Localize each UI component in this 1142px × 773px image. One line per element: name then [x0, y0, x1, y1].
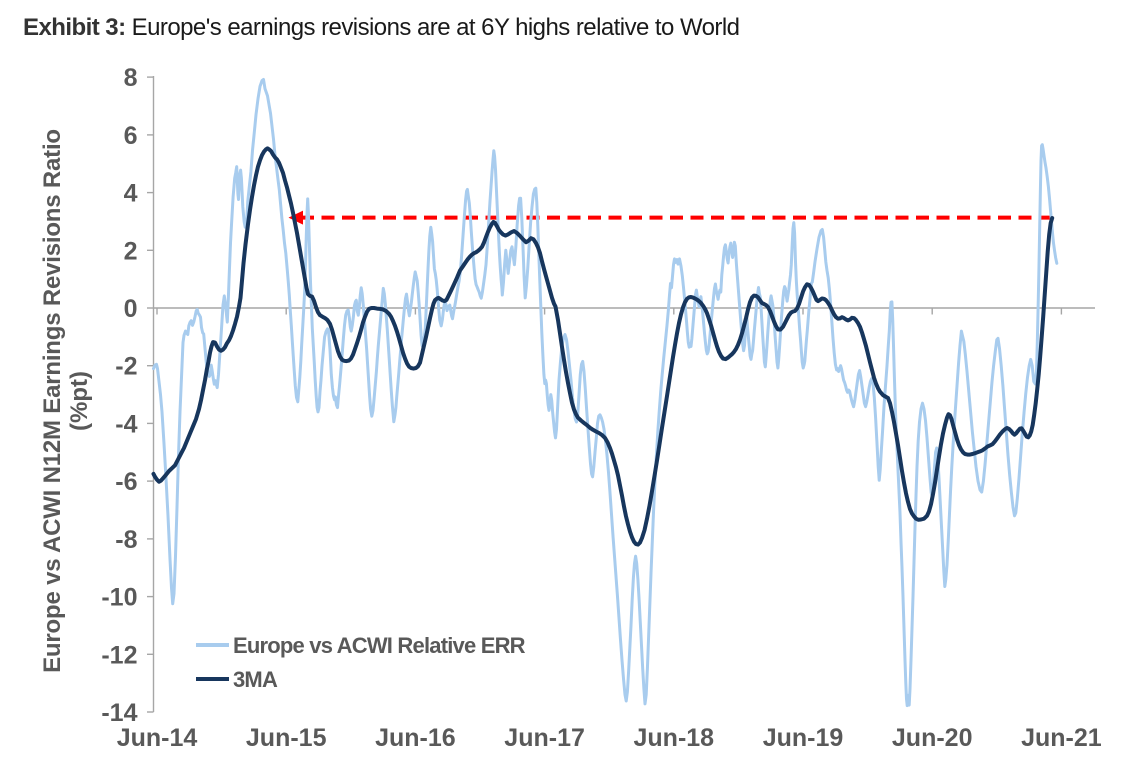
svg-text:Exhibit 3: Europe's earnings: Exhibit 3: Europe's earnings revisions a…	[23, 14, 739, 41]
svg-text:(%pt): (%pt)	[66, 371, 93, 431]
svg-text:Europe vs ACWI N12M Earnings R: Europe vs ACWI N12M Earnings Revisions R…	[39, 129, 66, 673]
svg-text:8: 8	[124, 64, 138, 92]
svg-text:-12: -12	[101, 641, 137, 669]
svg-text:Jun-16: Jun-16	[375, 724, 456, 752]
svg-text:-6: -6	[115, 468, 137, 496]
svg-text:Jun-18: Jun-18	[634, 724, 715, 752]
svg-text:Jun-21: Jun-21	[1021, 724, 1102, 752]
svg-text:Jun-19: Jun-19	[763, 724, 844, 752]
svg-text:0: 0	[124, 295, 138, 323]
svg-text:3MA: 3MA	[233, 667, 278, 692]
svg-text:Jun-17: Jun-17	[504, 724, 585, 752]
svg-text:-2: -2	[115, 353, 137, 381]
svg-text:Jun-14: Jun-14	[117, 724, 198, 752]
svg-text:4: 4	[124, 180, 138, 208]
svg-text:6: 6	[124, 122, 138, 150]
svg-text:Europe vs ACWI Relative ERR: Europe vs ACWI Relative ERR	[233, 633, 526, 658]
svg-text:-8: -8	[115, 526, 137, 554]
svg-text:Jun-20: Jun-20	[892, 724, 973, 752]
svg-text:-10: -10	[101, 584, 137, 612]
svg-text:Jun-15: Jun-15	[246, 724, 327, 752]
svg-text:-14: -14	[101, 699, 137, 727]
svg-text:-4: -4	[115, 410, 137, 438]
svg-text:2: 2	[124, 237, 138, 265]
